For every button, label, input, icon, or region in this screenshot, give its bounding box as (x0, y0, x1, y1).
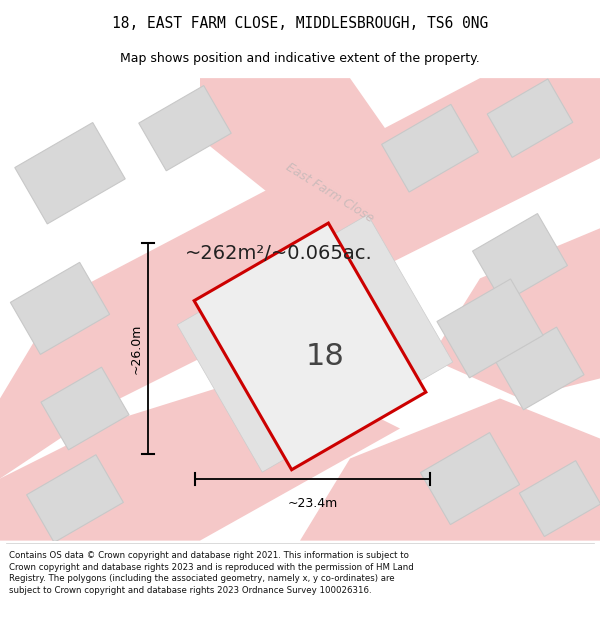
Polygon shape (26, 455, 124, 542)
Text: 18, EAST FARM CLOSE, MIDDLESBROUGH, TS6 0NG: 18, EAST FARM CLOSE, MIDDLESBROUGH, TS6 … (112, 16, 488, 31)
Polygon shape (41, 367, 129, 450)
Polygon shape (473, 214, 568, 303)
Polygon shape (421, 432, 520, 524)
Text: Contains OS data © Crown copyright and database right 2021. This information is : Contains OS data © Crown copyright and d… (9, 551, 414, 595)
Polygon shape (487, 79, 573, 158)
Polygon shape (430, 228, 600, 399)
Text: ~23.4m: ~23.4m (287, 497, 338, 509)
Polygon shape (520, 461, 600, 536)
Text: 18: 18 (305, 342, 344, 371)
Polygon shape (194, 223, 426, 470)
Polygon shape (200, 78, 420, 218)
Polygon shape (15, 122, 125, 224)
Polygon shape (0, 78, 600, 479)
Text: East Farm Close: East Farm Close (284, 161, 376, 226)
Polygon shape (382, 104, 478, 192)
Polygon shape (0, 369, 400, 541)
Polygon shape (139, 86, 231, 171)
Polygon shape (300, 399, 600, 541)
Polygon shape (437, 279, 543, 378)
Text: ~262m²/~0.065ac.: ~262m²/~0.065ac. (185, 244, 373, 263)
Text: ~26.0m: ~26.0m (130, 323, 143, 374)
Polygon shape (10, 262, 110, 354)
Polygon shape (177, 214, 453, 472)
Text: Map shows position and indicative extent of the property.: Map shows position and indicative extent… (120, 52, 480, 65)
Polygon shape (496, 327, 584, 410)
